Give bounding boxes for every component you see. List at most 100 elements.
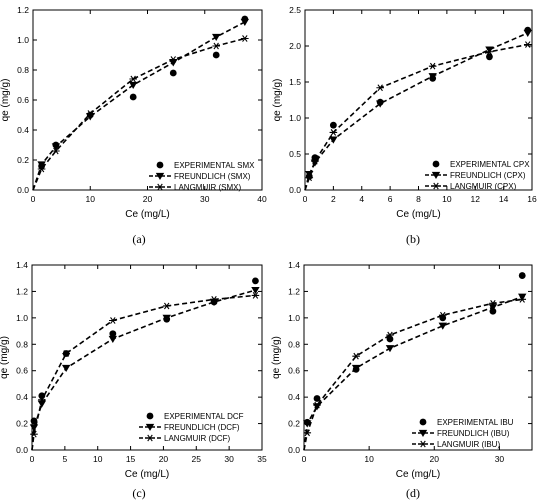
- fit-line: [304, 43, 528, 191]
- data-point: [303, 420, 312, 428]
- y-tick-label: 0.6: [17, 95, 29, 105]
- data-point: [313, 395, 321, 402]
- y-tick-label: 0.4: [17, 125, 29, 135]
- data-point: [251, 292, 260, 299]
- data-point: [212, 33, 221, 41]
- data-point: [29, 424, 39, 432]
- data-point: [375, 100, 385, 108]
- y-tick-label: 1.4: [16, 260, 28, 270]
- legend-label: LANGMUIR (DCF): [164, 434, 231, 443]
- fit-line: [32, 21, 246, 191]
- x-axis-label: Ce (mg/L): [396, 209, 440, 220]
- data-point: [438, 311, 447, 319]
- data-point: [329, 129, 338, 136]
- y-tick-label: 1.0: [289, 113, 301, 123]
- x-tick-label: 0: [31, 194, 36, 204]
- y-tick-label: 1.4: [288, 260, 300, 270]
- x-tick-label: 10: [86, 194, 96, 204]
- data-point: [108, 335, 118, 343]
- data-point: [37, 161, 46, 169]
- data-point: [311, 157, 319, 165]
- legend-label: LANGMUIR (CPX): [450, 182, 517, 191]
- data-point: [523, 29, 532, 38]
- data-point: [489, 299, 497, 307]
- data-point: [129, 75, 137, 83]
- data-point: [518, 295, 527, 303]
- x-tick-label: 15: [126, 454, 136, 464]
- x-tick-label: 30: [495, 454, 505, 464]
- data-point: [351, 364, 361, 373]
- data-point: [329, 136, 338, 144]
- data-point: [485, 46, 494, 54]
- data-point: [428, 73, 437, 81]
- x-tick-label: 10: [364, 454, 374, 464]
- fit-line: [31, 294, 256, 451]
- data-point: [210, 295, 218, 303]
- legend-label: FREUNDLICH (SMX): [174, 172, 251, 181]
- x-tick-label: 30: [200, 194, 210, 204]
- x-axis-label: Ce (mg/L): [125, 469, 169, 480]
- y-axis-label: qe (mg/g): [272, 79, 283, 122]
- data-point: [485, 48, 494, 56]
- y-tick-label: 0.6: [16, 366, 28, 376]
- y-tick-label: 0.8: [16, 339, 28, 349]
- legend-marker: [432, 160, 440, 168]
- y-tick-label: 2.0: [289, 41, 301, 51]
- data-point: [209, 298, 219, 306]
- data-point: [61, 364, 71, 373]
- legend-label: LANGMUIR (IBU): [437, 440, 500, 449]
- chart-panel-4: 0 10 20 30 0.0 0.2 0.4 0.6 0.8 1.0 1.2 1.4 Ce (mg/L)…: [271, 260, 533, 500]
- legend-label: FREUNDLICH (IBU): [437, 429, 510, 438]
- legend: EXPERIMENTAL IBU FREUNDLICH (IBU) LANGMUIR…: [412, 418, 514, 449]
- y-axis-label: qe (mg/g): [271, 336, 282, 379]
- legend-label: EXPERIMENTAL SMX: [174, 161, 255, 170]
- y-tick-label: 1.2: [16, 286, 28, 296]
- plot-frame: [303, 264, 533, 451]
- legend-marker: [156, 183, 164, 191]
- data-point: [438, 322, 447, 330]
- data-point: [38, 396, 46, 404]
- y-tick-label: 0.2: [16, 419, 28, 429]
- x-tick-label: 14: [499, 194, 509, 204]
- legend-marker: [432, 182, 440, 190]
- data-point: [212, 42, 220, 50]
- data-point: [486, 53, 493, 61]
- data-point: [376, 84, 384, 92]
- chart-panel-1: 0 10 20 30 40 0.0 0.2 0.4 0.6 0.8 1.0 1.2 Ce (mg/L) q…: [0, 5, 267, 246]
- data-point: [162, 314, 171, 322]
- data-point: [523, 41, 532, 48]
- legend: EXPERIMENTAL DCF FREUNDLICH (DCF) LANGMUIR…: [139, 412, 244, 443]
- series-triangle-down: [303, 293, 527, 451]
- y-tick-label: 0.0: [16, 445, 28, 455]
- y-tick-label: 0.0: [288, 445, 300, 455]
- plot-frame: [31, 264, 263, 451]
- series-asterisk: [30, 292, 260, 451]
- chart-panel-2: 0 2 4 6 8 10 12 14 16 0.0 0.5 1.0 1.5 2.0 2.5 Ce (mg/L)…: [272, 5, 537, 246]
- x-axis-label: Ce (mg/L): [396, 469, 440, 480]
- panel-caption: (c): [132, 486, 145, 500]
- y-tick-label: 0.0: [17, 185, 29, 195]
- data-point: [129, 93, 137, 101]
- legend-marker: [419, 418, 427, 426]
- data-point: [518, 293, 527, 301]
- y-tick-label: 0.5: [289, 149, 301, 159]
- y-tick-label: 1.5: [289, 77, 301, 87]
- y-tick-label: 0.8: [17, 65, 29, 75]
- data-point: [240, 18, 250, 26]
- legend-label: LANGMUIR (SMX): [174, 183, 241, 192]
- legend-marker: [156, 161, 164, 169]
- x-tick-label: 6: [388, 194, 393, 204]
- data-point: [386, 331, 394, 339]
- x-tick-label: 30: [224, 454, 234, 464]
- legend-marker: [419, 440, 427, 448]
- fit-line: [303, 295, 523, 451]
- x-tick-label: 40: [257, 194, 267, 204]
- y-tick-label: 0.4: [16, 392, 28, 402]
- legend-label: FREUNDLICH (CPX): [450, 171, 526, 180]
- x-tick-label: 5: [62, 454, 67, 464]
- x-axis-label: Ce (mg/L): [125, 209, 169, 220]
- data-point: [518, 272, 526, 279]
- data-point: [128, 81, 138, 89]
- series-triangle-down: [32, 18, 250, 191]
